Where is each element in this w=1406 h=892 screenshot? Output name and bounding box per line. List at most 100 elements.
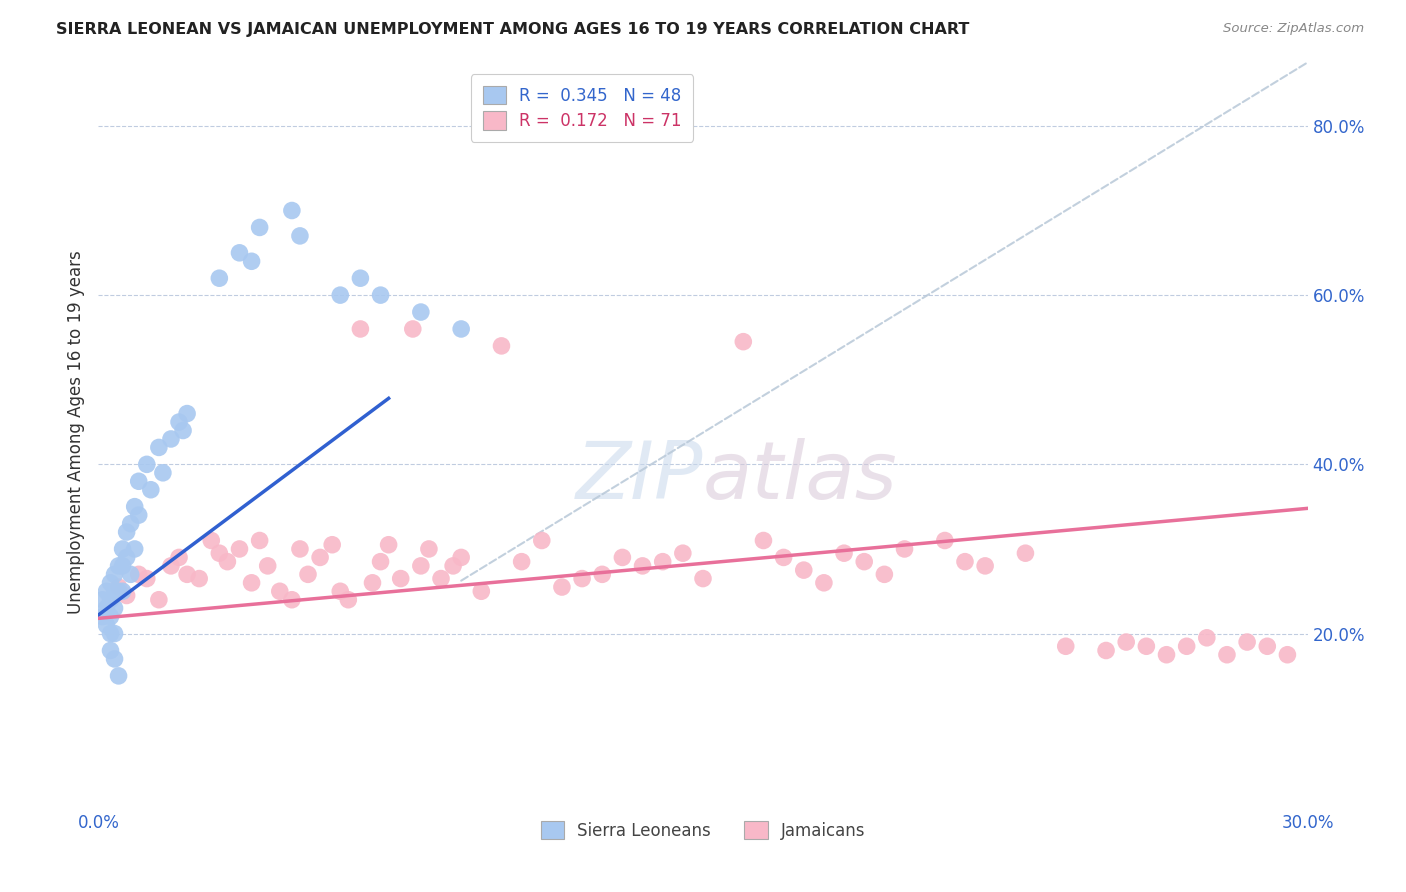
Point [409,558,432,573]
Point [893,541,915,556]
Point [100,575,122,590]
Point [128,508,150,522]
Point [103,584,125,599]
Point [249,220,271,235]
Point [672,546,695,560]
Point [152,466,174,480]
Point [148,592,170,607]
Point [135,458,157,472]
Point [1256,640,1278,654]
Point [733,334,755,349]
Point [160,432,183,446]
Point [450,550,472,565]
Point [200,533,222,548]
Point [249,533,271,548]
Point [148,441,170,455]
Point [418,541,440,556]
Point [240,254,263,268]
Point [349,271,371,285]
Point [772,550,794,565]
Point [128,475,150,489]
Point [107,558,129,573]
Point [441,558,464,573]
Point [103,626,125,640]
Point [934,533,956,548]
Point [188,572,211,586]
Point [974,558,997,573]
Point [111,584,134,599]
Point [377,538,399,552]
Point [91,609,114,624]
Point [96,601,118,615]
Point [752,533,775,548]
Point [591,567,613,582]
Point [269,584,291,599]
Point [551,580,574,594]
Point [389,572,412,586]
Point [167,415,190,429]
Point [135,572,157,586]
Point [430,572,453,586]
Point [100,592,122,607]
Point [160,558,183,573]
Y-axis label: Unemployment Among Ages 16 to 19 years: Unemployment Among Ages 16 to 19 years [66,251,84,615]
Legend: Sierra Leoneans, Jamaicans: Sierra Leoneans, Jamaicans [534,814,872,847]
Point [329,288,352,302]
Text: Source: ZipAtlas.com: Source: ZipAtlas.com [1223,22,1364,36]
Point [370,288,392,302]
Point [167,550,190,565]
Point [124,500,146,514]
Text: atlas: atlas [703,438,898,516]
Point [100,609,122,624]
Point [115,589,138,603]
Point [631,558,654,573]
Point [1054,640,1077,654]
Point [256,558,278,573]
Point [1277,648,1299,662]
Point [510,555,533,569]
Point [208,546,231,560]
Point [321,538,343,552]
Point [832,546,855,560]
Point [228,245,250,260]
Point [139,483,162,497]
Point [530,533,553,548]
Point [111,558,134,573]
Point [793,563,815,577]
Point [1095,643,1118,657]
Point [217,555,239,569]
Point [124,541,146,556]
Point [329,584,352,599]
Point [96,618,118,632]
Text: SIERRA LEONEAN VS JAMAICAN UNEMPLOYMENT AMONG AGES 16 TO 19 YEARS CORRELATION CH: SIERRA LEONEAN VS JAMAICAN UNEMPLOYMENT … [56,22,970,37]
Point [953,555,976,569]
Point [1135,640,1157,654]
Point [281,203,304,218]
Point [120,567,142,582]
Point [107,580,129,594]
Text: ZIP: ZIP [575,438,703,516]
Point [1236,635,1258,649]
Point [100,626,122,640]
Point [91,592,114,607]
Point [176,567,198,582]
Point [450,322,472,336]
Point [240,575,263,590]
Point [612,550,634,565]
Point [115,524,138,539]
Point [409,305,432,319]
Point [813,575,835,590]
Point [111,541,134,556]
Point [288,228,311,243]
Point [100,643,122,657]
Point [1014,546,1036,560]
Point [470,584,492,599]
Point [297,567,319,582]
Point [115,550,138,565]
Point [1195,631,1218,645]
Point [692,572,714,586]
Point [103,652,125,666]
Point [349,322,371,336]
Point [1216,648,1239,662]
Point [651,555,673,569]
